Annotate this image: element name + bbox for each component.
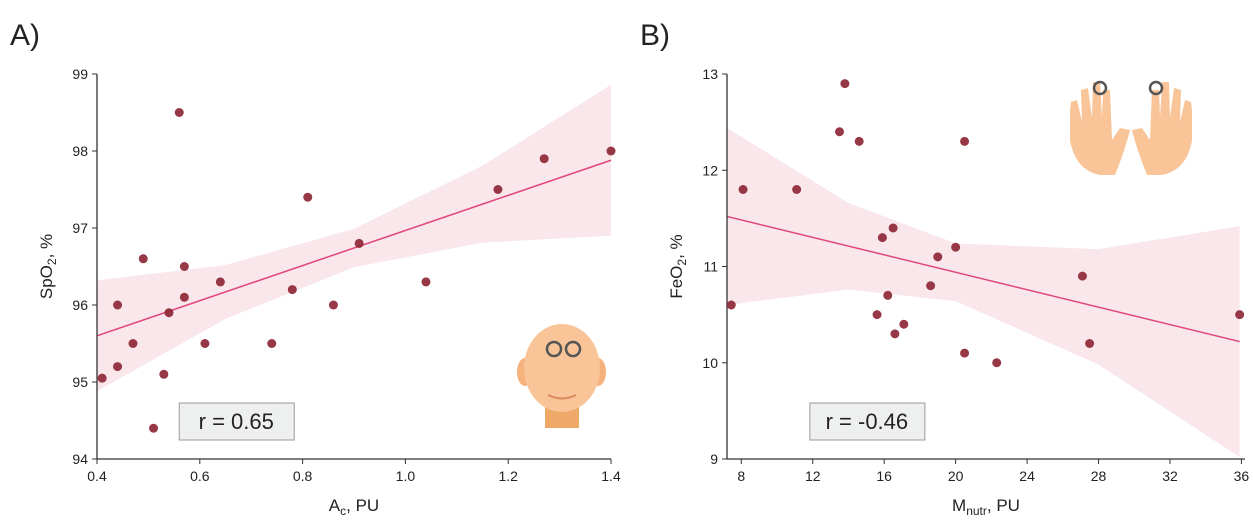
y-axis-label-part: , % [37,234,56,259]
fit-line [96,159,612,337]
y-tick-label: 12 [702,162,718,178]
x-tick-label: 8 [737,468,745,484]
point [128,339,138,348]
point [992,358,1002,368]
x-tick-label: 0.4 [87,468,107,484]
annotation-box [809,402,926,441]
x-axis-label-part: , PU [346,496,379,515]
point [113,300,123,310]
x-tick-label: 36 [1234,468,1250,484]
point [164,308,174,318]
point [1077,271,1087,281]
point [179,292,189,302]
y-tick-label: 11 [703,259,718,275]
x-axis-label-part: A [329,496,341,515]
y-tick-label: 94 [72,451,88,467]
y-tick-label: 99 [72,66,88,82]
point [926,281,936,291]
head-icon [517,324,606,428]
point [883,290,893,300]
y-axis-label: FeO2, % [667,234,689,298]
point [267,339,277,348]
point [872,310,882,320]
point [933,252,943,262]
x-tick-label: 20 [948,468,964,484]
point [726,300,736,310]
x-tick-label: 24 [1019,468,1035,484]
point [539,154,549,164]
point [303,192,313,202]
y-axis-label: SpO2, % [37,234,59,299]
point [606,146,616,156]
y-axis-label-part: 2 [45,258,59,265]
point [328,300,338,310]
y-tick-label: 98 [72,143,88,159]
point [1235,310,1245,320]
fit-line [726,215,1240,343]
point [960,136,970,146]
point [877,233,887,243]
point [493,185,503,194]
x-tick-label: 1.2 [498,468,518,484]
annotation: r = 0.65 [199,409,274,434]
point [951,242,961,252]
x-axis-label: Ac, PU [329,496,379,518]
confidence-band [727,127,1240,458]
x-tick-label: 28 [1091,468,1107,484]
point [159,369,169,379]
y-axis-label-part: 2 [675,259,689,266]
hands-icon [1070,80,1192,175]
point [113,362,123,372]
x-axis-label-part: M [952,496,966,515]
point [174,108,184,117]
y-tick-label: 96 [72,297,88,313]
y-axis-label-part: FeO [667,266,686,299]
point [960,348,970,358]
point [840,79,850,89]
point [854,136,864,146]
x-axis-label-part: c [340,504,346,518]
x-tick-label: 32 [1162,468,1178,484]
point [138,254,148,264]
y-tick-label: 97 [72,220,88,236]
point [738,185,748,194]
y-tick-label: 9 [710,451,718,467]
y-tick-label: 13 [702,66,718,82]
point [215,277,225,287]
panel-label: B) [640,19,670,52]
point [899,319,909,329]
annotation: r = -0.46 [826,409,909,434]
x-axis-label: Mnutr, PU [952,496,1020,518]
y-axis-label-part: , % [667,234,686,259]
confidence-band [97,84,611,392]
point [1085,339,1095,348]
y-tick-label: 10 [702,355,718,371]
point [354,238,364,248]
x-axis-label-part: nutr [966,504,987,518]
point [179,262,189,271]
point [287,285,297,295]
point [200,339,210,348]
point [890,329,900,339]
x-tick-label: 16 [876,468,892,484]
x-axis-label-part: , PU [987,496,1020,515]
point [97,373,107,383]
panel-label: A) [10,19,40,52]
x-tick-label: 0.8 [293,468,313,484]
y-tick-label: 95 [72,374,88,390]
point [888,223,898,233]
x-tick-label: 1.0 [396,468,416,484]
point [421,277,431,287]
point [835,127,845,137]
x-tick-label: 12 [805,468,821,484]
y-axis-label-part: SpO [37,265,56,299]
x-tick-label: 0.6 [190,468,210,484]
point [149,423,159,433]
annotation-box [178,402,295,441]
x-tick-label: 1.4 [601,468,621,484]
point [792,185,802,194]
